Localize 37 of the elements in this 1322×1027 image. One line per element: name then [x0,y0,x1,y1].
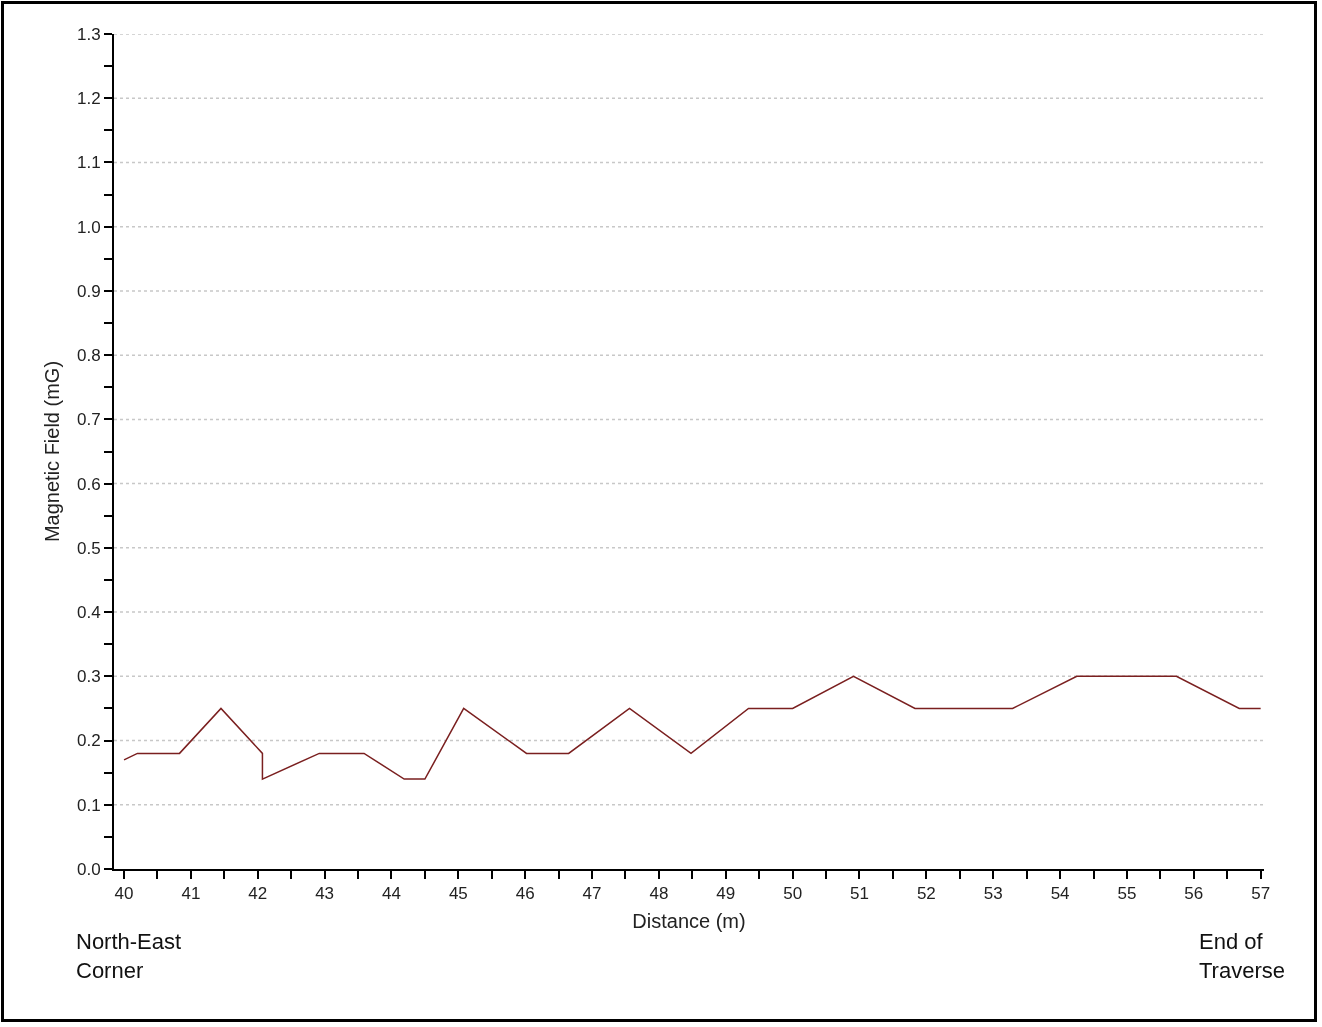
line-series [123,675,1262,780]
y-tick-label: 0.7 [76,410,101,430]
y-tick-label: 0.1 [76,795,101,815]
y-axis-title: Magnetic Field (mG) [40,360,63,543]
y-tick-label: 0.5 [76,538,101,558]
y-tick-label: 1.1 [76,153,101,173]
x-tick-label: 52 [916,884,936,904]
y-tick-label: 0.3 [76,667,101,687]
x-tick-label: 51 [850,884,869,904]
x-tick-label: 55 [1117,884,1137,904]
x-tick-label: 45 [448,884,468,904]
x-tick-label: 44 [382,884,401,904]
y-tick-label: 0.2 [76,731,101,751]
y-tick-label: 0.0 [76,859,101,879]
x-tick-label: 49 [716,884,736,904]
y-tick-label: 0.6 [76,474,101,494]
y-tick-label: 0.4 [76,603,101,623]
x-tick-label: 40 [114,884,134,904]
x-tick-label: 41 [181,884,201,904]
x-axis-title: Distance (m) [632,910,746,933]
y-tick-label: 1.2 [76,89,101,109]
y-tick-label: 0.9 [76,281,101,301]
x-tick-label: 53 [983,884,1003,904]
text: North-East Corner [76,929,182,983]
x-tick-label: 48 [649,884,669,904]
x-tick-label: 56 [1184,884,1204,904]
x-tick-label: 57 [1251,884,1271,904]
y-tick-label: 1.3 [76,24,101,44]
x-tick-label: 42 [248,884,268,904]
x-tick-label: 46 [515,884,535,904]
text: End of Traverse [1199,929,1285,983]
x-tick-label: 47 [582,884,602,904]
x-tick-label: 43 [315,884,335,904]
y-tick-label: 0.8 [76,346,101,366]
y-tick-label: 1.0 [76,217,101,237]
x-tick-label: 54 [1050,884,1070,904]
x-tick-label: 50 [783,884,803,904]
